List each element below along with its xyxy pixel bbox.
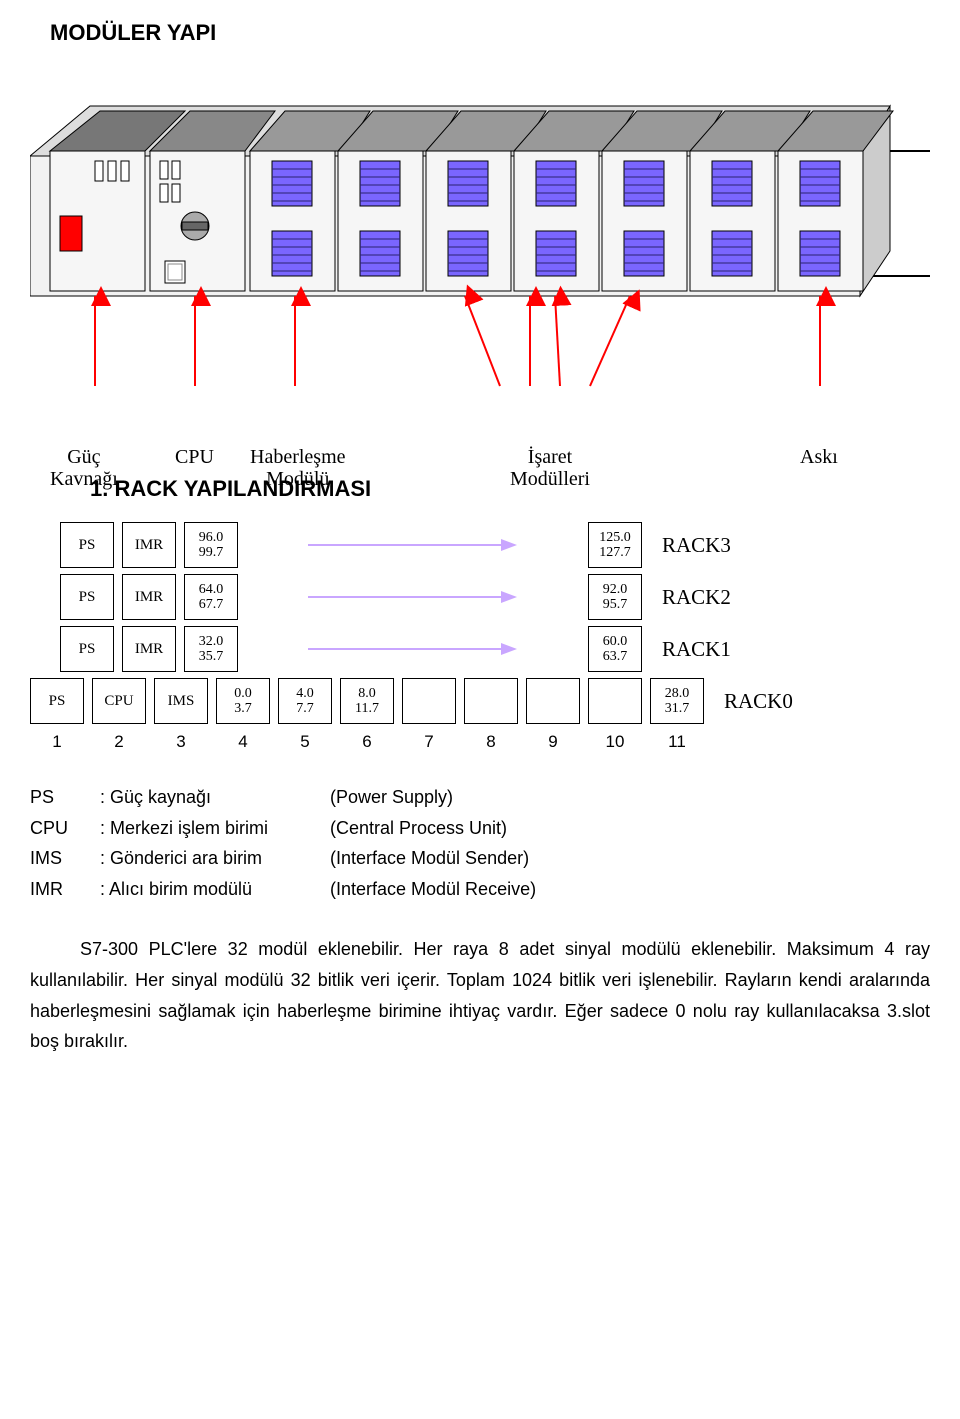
- definition-row: IMS: Gönderici ara birim(Interface Modül…: [30, 843, 930, 874]
- rack-slot: 92.095.7: [588, 574, 642, 620]
- def-desc: : Güç kaynağı: [100, 782, 330, 813]
- def-desc: : Gönderici ara birim: [100, 843, 330, 874]
- rack-slot: PS: [60, 574, 114, 620]
- rack-slot: PS: [60, 522, 114, 568]
- rack-slot: 64.067.7: [184, 574, 238, 620]
- def-desc: : Merkezi işlem birimi: [100, 813, 330, 844]
- definition-row: IMR: Alıcı birim modülü(Interface Modül …: [30, 874, 930, 905]
- rack-name: RACK2: [662, 585, 731, 610]
- rack-name: RACK0: [724, 689, 793, 714]
- slot-numbers-row: 123456789 10 11: [30, 732, 930, 752]
- rack-slot: IMS: [154, 678, 208, 724]
- def-desc: : Alıcı birim modülü: [100, 874, 330, 905]
- plc-label-signal: İşaretModülleri: [510, 446, 590, 490]
- rack-slot: [526, 678, 580, 724]
- rack-slot: PS: [60, 626, 114, 672]
- def-en: (Interface Modül Sender): [330, 843, 529, 874]
- slot-number: 7: [402, 732, 456, 752]
- slot-number: 4: [216, 732, 270, 752]
- rack-slot: 28.031.7: [650, 678, 704, 724]
- def-en: (Interface Modül Receive): [330, 874, 536, 905]
- slot-number: 11: [650, 732, 704, 752]
- rack-slot: 60.063.7: [588, 626, 642, 672]
- slot-number: 5: [278, 732, 332, 752]
- rack-slot: 125.0127.7: [588, 522, 642, 568]
- slot-number: 1: [30, 732, 84, 752]
- rack-arrow: [308, 574, 518, 620]
- rack-slot: IMR: [122, 522, 176, 568]
- rack-arrow: [308, 626, 518, 672]
- rack-slot: 96.099.7: [184, 522, 238, 568]
- rack-arrow: [308, 522, 518, 568]
- slot-number: 3: [154, 732, 208, 752]
- plc-label-hanger: Askı: [800, 446, 838, 468]
- rack-slot: IMR: [122, 574, 176, 620]
- plc-svg: [30, 66, 930, 446]
- rack-table: PSIMR96.099.7125.0127.7RACK3PSIMR64.067.…: [30, 522, 930, 724]
- signal-modules: [250, 111, 893, 291]
- slot-number: 9: [526, 732, 580, 752]
- rack-row: PSCPUIMS0.03.74.07.78.011.7 28.031.7 RACK0: [30, 678, 930, 724]
- rack-slot: 32.035.7: [184, 626, 238, 672]
- rack-row: PSIMR64.067.7 92.095.7 RACK2: [30, 574, 930, 620]
- def-abbr: PS: [30, 782, 100, 813]
- def-abbr: IMR: [30, 874, 100, 905]
- rack-slot: [588, 678, 642, 724]
- definitions: PS: Güç kaynağı(Power Supply)CPU: Merkez…: [30, 782, 930, 904]
- def-en: (Power Supply): [330, 782, 453, 813]
- page-title: MODÜLER YAPI: [50, 20, 930, 46]
- rack-slot: PS: [30, 678, 84, 724]
- rack-slot: CPU: [92, 678, 146, 724]
- slot-number: 8: [464, 732, 518, 752]
- rack-slot: 4.07.7: [278, 678, 332, 724]
- rack-row: PSIMR96.099.7 125.0127.7 RACK3: [30, 522, 930, 568]
- rack-slot: [464, 678, 518, 724]
- slot-number: 6: [340, 732, 394, 752]
- rack-slot: IMR: [122, 626, 176, 672]
- slot-number: 2: [92, 732, 146, 752]
- definition-row: PS: Güç kaynağı(Power Supply): [30, 782, 930, 813]
- plc-label-cpu: CPU: [175, 446, 214, 468]
- rack-slot: [402, 678, 456, 724]
- def-abbr: CPU: [30, 813, 100, 844]
- definition-row: CPU: Merkezi işlem birimi(Central Proces…: [30, 813, 930, 844]
- description-paragraph: S7-300 PLC'lere 32 modül eklenebilir. He…: [30, 934, 930, 1056]
- rack-name: RACK3: [662, 533, 731, 558]
- def-abbr: IMS: [30, 843, 100, 874]
- rack-name: RACK1: [662, 637, 731, 662]
- slot-number: 10: [588, 732, 642, 752]
- def-en: (Central Process Unit): [330, 813, 507, 844]
- rack-slot: 8.011.7: [340, 678, 394, 724]
- plc-label-comm: HaberleşmeModülü: [250, 446, 346, 490]
- rack-slot: 0.03.7: [216, 678, 270, 724]
- plc-label-ps: GüçKavnağı: [50, 446, 118, 490]
- plc-diagram: GüçKavnağı CPU HaberleşmeModülü İşaretMo…: [30, 66, 930, 446]
- rack-row: PSIMR32.035.7 60.063.7 RACK1: [30, 626, 930, 672]
